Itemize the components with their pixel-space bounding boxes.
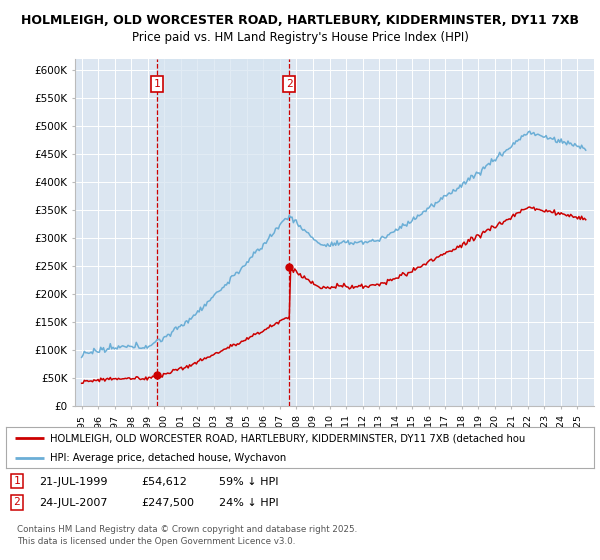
Text: 24-JUL-2007: 24-JUL-2007 [39,498,107,508]
Text: Contains HM Land Registry data © Crown copyright and database right 2025.
This d: Contains HM Land Registry data © Crown c… [17,525,357,546]
Text: £247,500: £247,500 [141,498,194,508]
Text: 1: 1 [13,476,20,486]
Text: Price paid vs. HM Land Registry's House Price Index (HPI): Price paid vs. HM Land Registry's House … [131,31,469,44]
Text: 1: 1 [154,79,160,89]
Text: 2: 2 [286,79,292,89]
Text: 21-JUL-1999: 21-JUL-1999 [39,477,107,487]
Text: 59% ↓ HPI: 59% ↓ HPI [219,477,278,487]
Text: HOLMLEIGH, OLD WORCESTER ROAD, HARTLEBURY, KIDDERMINSTER, DY11 7XB (detached hou: HOLMLEIGH, OLD WORCESTER ROAD, HARTLEBUR… [50,433,526,443]
Text: HPI: Average price, detached house, Wychavon: HPI: Average price, detached house, Wych… [50,452,286,463]
Text: 24% ↓ HPI: 24% ↓ HPI [219,498,278,508]
Bar [157,59,289,406]
Text: 2: 2 [13,497,20,507]
Text: HOLMLEIGH, OLD WORCESTER ROAD, HARTLEBURY, KIDDERMINSTER, DY11 7XB: HOLMLEIGH, OLD WORCESTER ROAD, HARTLEBUR… [21,14,579,27]
Text: £54,612: £54,612 [141,477,187,487]
